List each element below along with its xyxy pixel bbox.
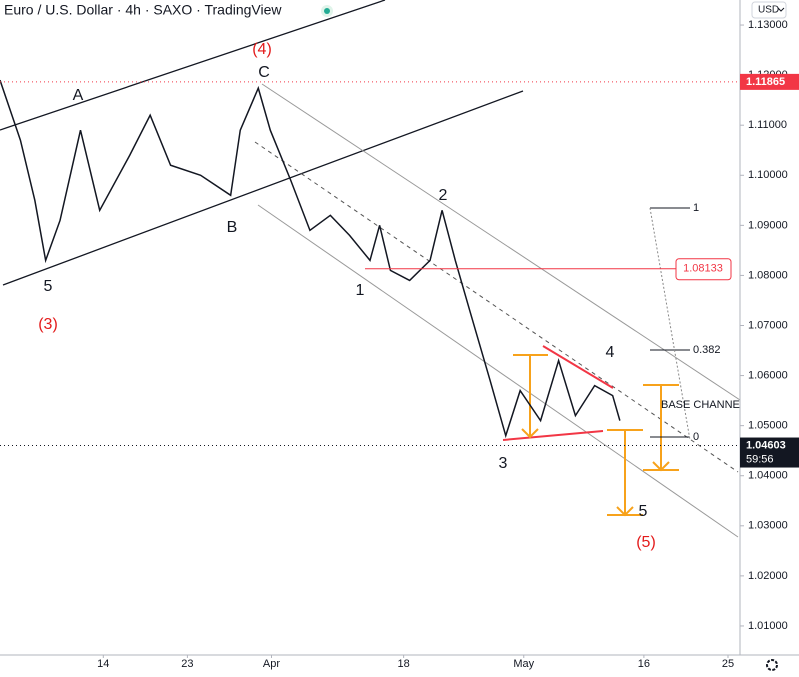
wave-label: 2	[439, 187, 448, 204]
y-tick-label: 1.07000	[748, 319, 788, 331]
y-tick-label: 1.10000	[748, 169, 788, 181]
x-tick-label: Apr	[263, 658, 280, 670]
y-tick-label: 1.05000	[748, 420, 788, 432]
trend-line	[0, 0, 386, 131]
channel-line	[257, 204, 739, 538]
wave-label: 5	[44, 278, 53, 295]
wave-label: 5	[639, 503, 648, 520]
channel-mid	[254, 141, 739, 473]
channel-label: BASE CHANNEL	[661, 399, 746, 411]
status-dot	[324, 8, 330, 14]
y-tick-label: 1.06000	[748, 369, 788, 381]
plot: 1.08133	[0, 79, 740, 447]
y-tick-label: 1.11000	[748, 119, 787, 131]
x-tick-label: May	[513, 658, 534, 670]
triangle-line	[542, 345, 614, 389]
currency-button[interactable]	[751, 1, 787, 19]
dropdown-icon[interactable]	[777, 7, 785, 12]
y-tick-label: 1.08000	[748, 269, 788, 281]
price-box	[675, 258, 732, 281]
drawings	[0, 0, 741, 538]
countdown: 59:56	[746, 453, 774, 465]
time-axis	[0, 655, 799, 677]
price-tag-label: 1.11865	[746, 76, 785, 88]
price-line	[0, 79, 621, 439]
trend-line	[2, 90, 524, 286]
y-tick-label: 1.01000	[748, 620, 788, 632]
channel-line	[261, 83, 741, 401]
price-tag	[740, 73, 799, 90]
axes: 1.130001.120001.110001.100001.090001.080…	[97, 19, 799, 670]
wave-label: 4	[606, 344, 615, 361]
price-axis	[740, 0, 799, 677]
fib-lines	[649, 207, 691, 441]
wave-label: B	[227, 219, 238, 236]
x-tick-label: 16	[638, 658, 650, 670]
currency-label[interactable]: USD	[758, 5, 779, 16]
fib-label: 0.382	[693, 344, 721, 356]
x-tick-label: 25	[722, 658, 734, 670]
wave-label: (3)	[38, 316, 58, 333]
x-tick-label: 14	[97, 658, 109, 670]
wave-label: (4)	[252, 41, 272, 58]
y-tick-label: 1.02000	[748, 570, 788, 582]
price-box-label: 1.08133	[683, 263, 723, 275]
price-tag	[740, 437, 799, 468]
y-tick-label: 1.13000	[748, 19, 788, 31]
x-tick-label: 23	[181, 658, 193, 670]
y-tick-label: 1.09000	[748, 219, 788, 231]
settings-icon[interactable]	[766, 659, 778, 671]
fib-label: 1	[693, 202, 699, 214]
fib-label: 0	[693, 431, 699, 443]
wave-label: (5)	[636, 534, 656, 551]
x-tick-label: 18	[398, 658, 410, 670]
y-tick-label: 1.04000	[748, 470, 788, 482]
wave-label: A	[73, 87, 84, 104]
chart-title: Euro / U.S. Dollar · 4h · SAXO · Trading…	[4, 2, 282, 18]
projection	[513, 354, 679, 517]
wave-label: C	[258, 64, 270, 81]
price-tag-label: 1.04603	[746, 439, 786, 451]
wave-label: 3	[499, 455, 508, 472]
triangle-line	[502, 430, 604, 441]
wave-label: 1	[356, 282, 365, 299]
y-tick-label: 1.03000	[748, 520, 788, 532]
